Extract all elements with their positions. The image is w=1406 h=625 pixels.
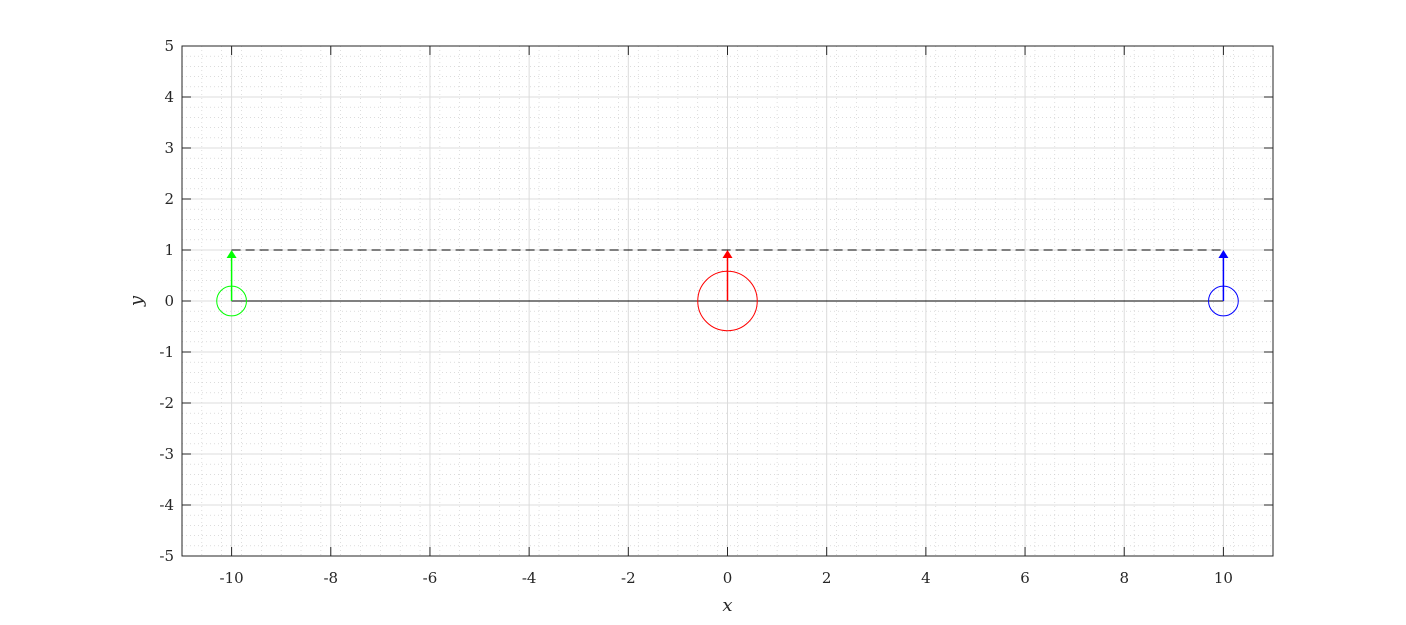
y-tick-label: 1 (164, 241, 174, 259)
y-tick-label: -5 (159, 547, 174, 565)
y-tick-label: -4 (159, 496, 174, 514)
x-tick-label: -6 (423, 569, 438, 587)
x-tick-label: 2 (822, 569, 832, 587)
y-tick-label: 4 (164, 88, 174, 106)
minor-grid (181, 45, 1274, 557)
x-tick-label: 6 (1020, 569, 1030, 587)
x-tick-label: 8 (1119, 569, 1129, 587)
y-tick-label: -3 (159, 445, 174, 463)
right-arrow-head (1218, 250, 1229, 258)
left-arrow-head (226, 250, 237, 258)
x-axis-label: x (722, 595, 732, 616)
x-tick-label: -2 (621, 569, 636, 587)
x-tick-label: 0 (723, 569, 733, 587)
y-tick-label: 2 (164, 190, 174, 208)
y-tick-label: -1 (159, 343, 174, 361)
x-tick-label: -8 (323, 569, 338, 587)
y-tick-label: 0 (164, 292, 174, 310)
plot-marks (216, 249, 1239, 332)
center-arrow-head (722, 250, 733, 258)
x-tick-label: -10 (220, 569, 244, 587)
x-tick-label: 10 (1214, 569, 1233, 587)
y-axis-label: y (126, 295, 147, 307)
y-tick-label: 5 (164, 37, 174, 55)
x-tick-label: -4 (522, 569, 537, 587)
y-tick-label: 3 (164, 139, 174, 157)
y-tick-label: -2 (159, 394, 174, 412)
x-tick-label: 4 (921, 569, 931, 587)
